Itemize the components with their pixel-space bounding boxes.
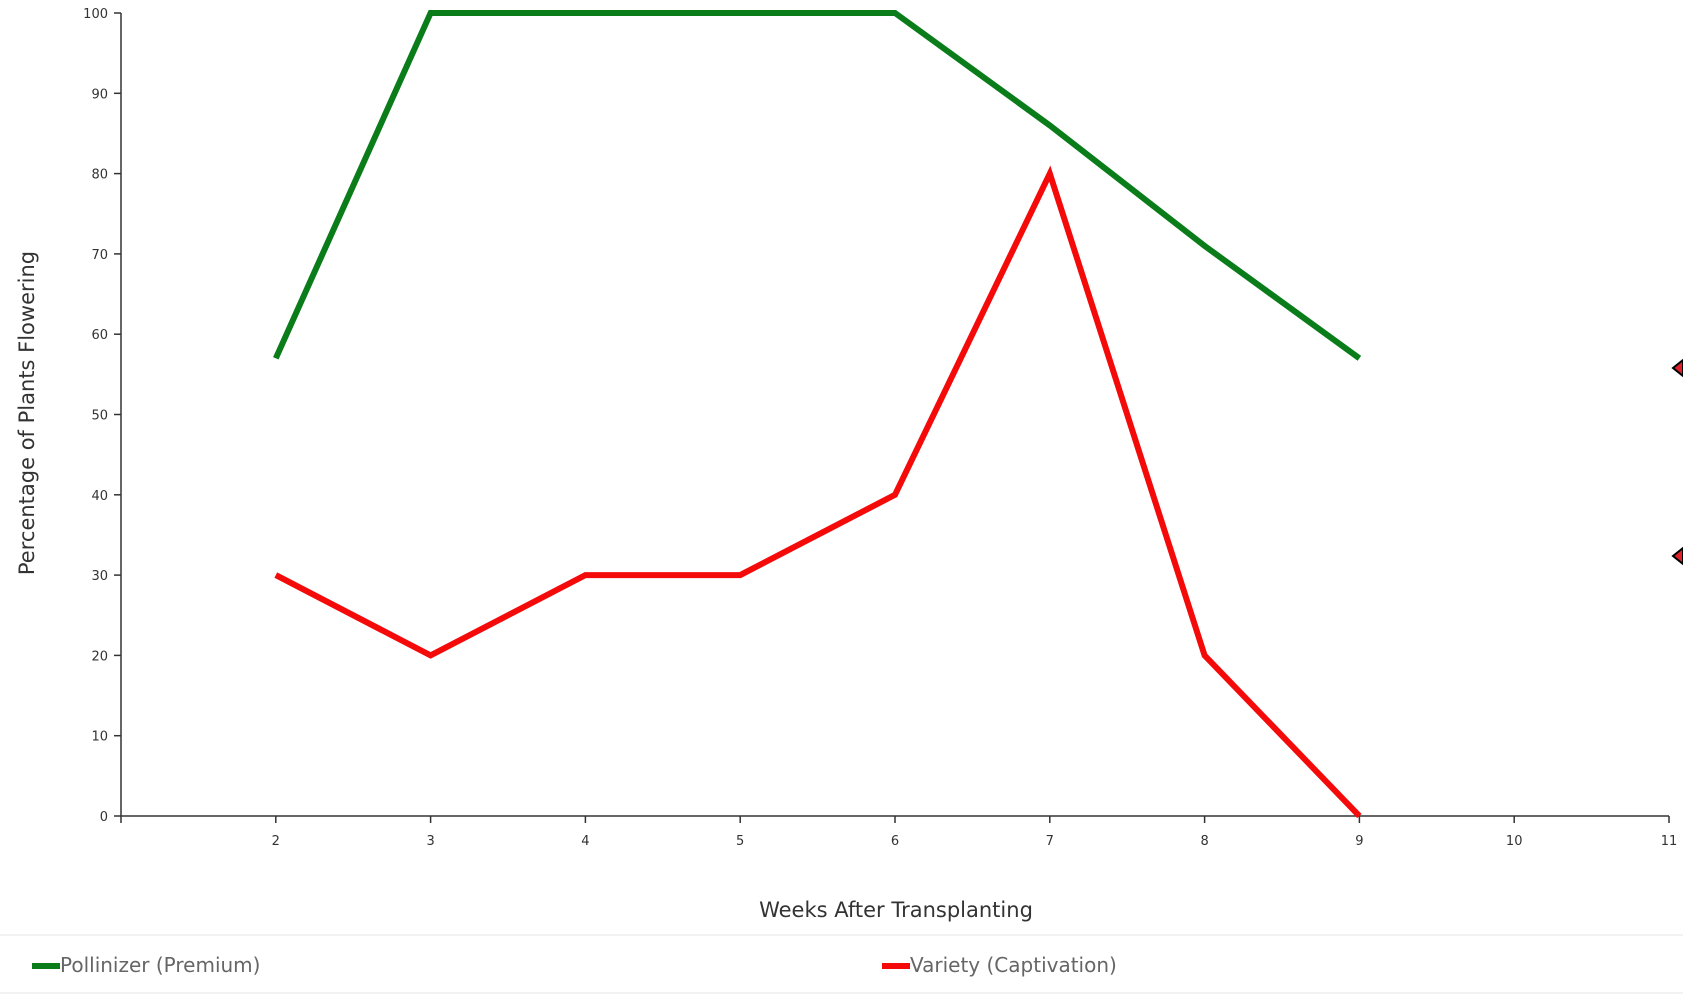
y-axis-title: Percentage of Plants Flowering <box>15 251 39 575</box>
x-tick-label: 6 <box>891 834 899 849</box>
scroll-marker-upper <box>1671 358 1683 378</box>
y-axis: 0 10 20 30 40 50 60 70 80 90 100 <box>83 7 122 825</box>
legend-label: Variety (Captivation) <box>910 953 1117 977</box>
y-tick-label: 0 <box>100 810 108 825</box>
y-tick-label: 80 <box>91 168 108 183</box>
x-tick-label: 9 <box>1355 834 1363 849</box>
x-tick-label: 5 <box>736 834 744 849</box>
x-tick-label: 8 <box>1200 834 1208 849</box>
x-axis: 2 3 4 5 6 7 8 9 10 11 <box>120 815 1678 849</box>
x-tick-label: 11 <box>1661 834 1678 849</box>
y-tick-label: 100 <box>83 7 108 22</box>
legend-item-2[interactable]: Variety (Captivation) <box>882 953 1117 977</box>
x-tick-label: 4 <box>581 834 589 849</box>
x-axis-title: Weeks After Transplanting <box>759 898 1033 922</box>
legend-swatch <box>32 963 60 969</box>
y-tick-label: 70 <box>91 248 108 263</box>
x-tick-label: 7 <box>1046 834 1054 849</box>
series-line-1 <box>273 10 1362 361</box>
legend-item-1[interactable]: Pollinizer (Premium) <box>32 953 260 977</box>
series-line-2 <box>274 165 1362 819</box>
scroll-marker-lower <box>1671 546 1683 566</box>
legend-swatch <box>882 963 910 969</box>
y-tick-label: 10 <box>91 730 108 745</box>
y-tick-label: 20 <box>91 649 108 664</box>
y-tick-label: 50 <box>91 409 108 424</box>
legend: Pollinizer (Premium) Variety (Captivation… <box>32 953 1117 977</box>
x-tick-label: 3 <box>426 834 434 849</box>
series-layer <box>273 10 1362 819</box>
x-tick-label: 2 <box>272 834 280 849</box>
y-tick-label: 30 <box>91 569 108 584</box>
y-tick-label: 40 <box>91 489 108 504</box>
legend-label: Pollinizer (Premium) <box>60 953 260 977</box>
y-tick-label: 90 <box>91 87 108 102</box>
y-tick-label: 60 <box>91 328 108 343</box>
x-tick-label: 10 <box>1506 834 1523 849</box>
